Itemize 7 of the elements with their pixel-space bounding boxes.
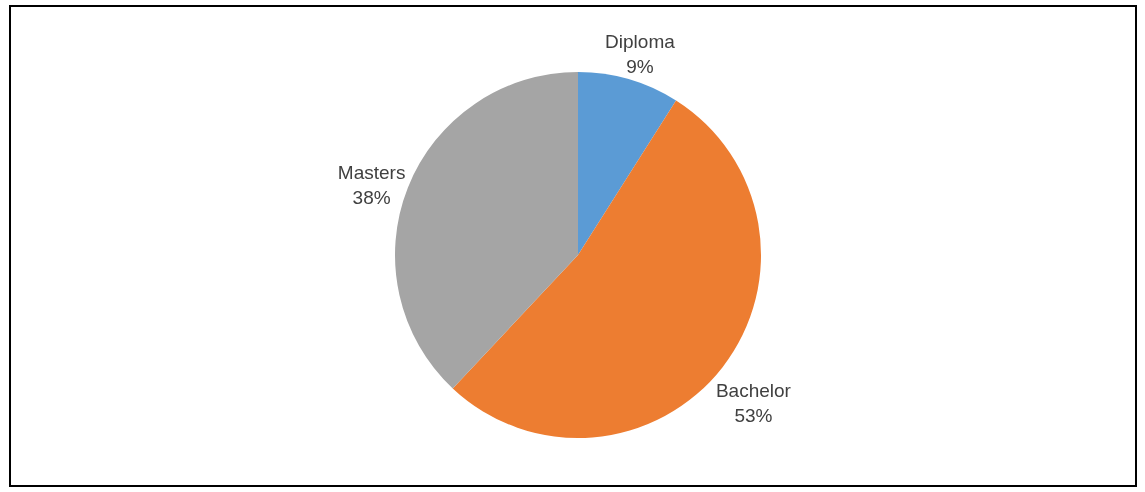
slice-label: Diploma [605, 30, 676, 52]
data-label: 53% [734, 405, 773, 427]
pie-slice [578, 72, 677, 255]
slice-label: Masters [337, 162, 406, 184]
data-label: 9% [626, 55, 654, 77]
slice-label: Bachelor [715, 380, 792, 402]
data-label: 38% [352, 187, 391, 209]
